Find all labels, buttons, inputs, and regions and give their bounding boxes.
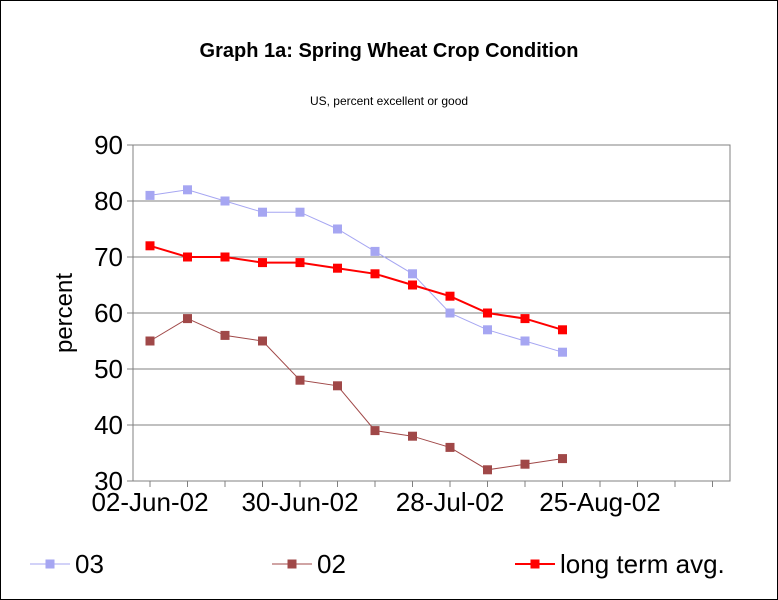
data-point	[408, 269, 417, 279]
legend-label: 03	[75, 549, 104, 579]
x-tick-label: 25-Aug-02	[539, 487, 660, 517]
legend-marker	[530, 559, 540, 569]
data-point	[483, 465, 492, 475]
data-point	[258, 207, 267, 217]
chart-subtitle: US, percent excellent or good	[310, 94, 468, 108]
legend-marker	[45, 559, 55, 569]
data-point	[520, 459, 530, 469]
y-axis-label: percent	[51, 273, 78, 353]
data-point	[258, 258, 267, 268]
series-line	[149, 189, 563, 353]
data-point	[295, 258, 305, 268]
data-point	[558, 454, 567, 464]
data-point	[483, 308, 492, 318]
data-point	[145, 190, 155, 200]
data-point	[145, 336, 155, 346]
data-point	[295, 375, 305, 385]
x-tick-label: 30-Jun-02	[241, 487, 358, 517]
series-line	[149, 318, 563, 471]
data-point	[408, 280, 417, 290]
y-tick-label: 90	[94, 130, 123, 160]
data-point	[445, 442, 455, 452]
y-tick-label: 60	[94, 298, 123, 328]
legend-marker	[287, 559, 297, 569]
legend-label: long term avg.	[560, 549, 725, 579]
series-line	[149, 244, 563, 331]
data-point	[183, 314, 192, 324]
data-point	[408, 431, 417, 441]
data-point	[333, 224, 342, 234]
plot-border	[132, 144, 731, 482]
y-tick-label: 70	[94, 242, 123, 272]
data-point	[183, 185, 192, 195]
data-point	[558, 347, 567, 357]
data-point	[258, 336, 267, 346]
data-point	[145, 241, 155, 251]
legend-label: 02	[317, 549, 346, 579]
data-point	[295, 207, 305, 217]
y-tick-label: 30	[94, 466, 123, 496]
data-point	[220, 252, 230, 262]
x-tick-label: 02-Jun-02	[91, 487, 208, 517]
data-point	[558, 325, 567, 335]
y-tick-label: 50	[94, 354, 123, 384]
data-point	[183, 252, 192, 262]
data-point	[333, 381, 342, 391]
data-point	[220, 330, 230, 340]
data-point	[520, 336, 530, 346]
data-point	[445, 308, 455, 318]
data-point	[483, 325, 492, 335]
data-point	[333, 263, 342, 273]
data-point	[520, 314, 530, 324]
data-point	[445, 291, 455, 301]
data-point	[220, 196, 230, 206]
chart-title: Graph 1a: Spring Wheat Crop Condition	[200, 40, 579, 62]
y-tick-label: 40	[94, 410, 123, 440]
data-point	[370, 426, 380, 436]
y-tick-label: 80	[94, 186, 123, 216]
x-tick-label: 28-Jul-02	[396, 487, 504, 517]
data-point	[370, 269, 380, 279]
data-point	[370, 246, 380, 256]
